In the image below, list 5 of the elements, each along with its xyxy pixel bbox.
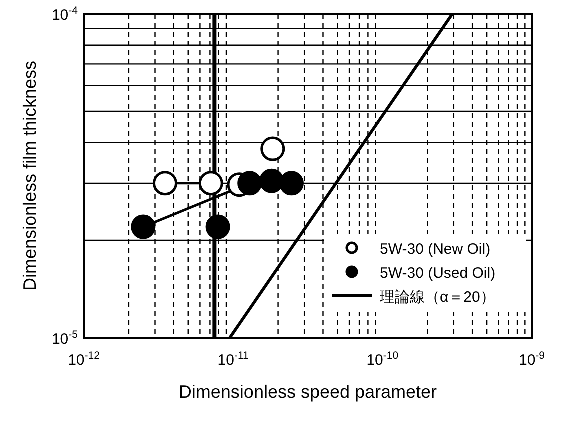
legend-label: 5W-30 (Used Oil) — [380, 265, 496, 282]
legend-label: 理論線（α＝20） — [380, 289, 496, 306]
y-axis-title: Dimensionless film thickness — [20, 60, 40, 292]
legend-label: 5W-30 (New Oil) — [380, 241, 491, 258]
x-axis-title: Dimensionless speed parameter — [178, 382, 438, 402]
